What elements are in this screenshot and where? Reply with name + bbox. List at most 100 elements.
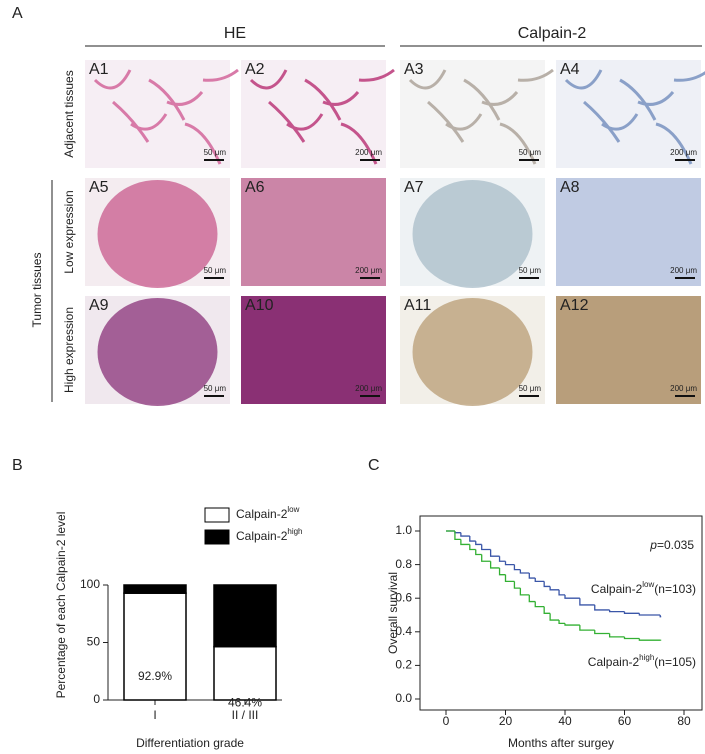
y-tick-label: 50 bbox=[87, 635, 101, 649]
scale-bar-label: 50 μm bbox=[204, 266, 227, 275]
survival-step bbox=[528, 594, 536, 603]
survival-step bbox=[454, 531, 461, 534]
legend-swatch bbox=[204, 529, 230, 545]
group-header: Calpain-2 bbox=[518, 25, 587, 42]
survival-step bbox=[513, 564, 521, 571]
survival-step bbox=[549, 586, 560, 591]
image-label: A2 bbox=[245, 61, 265, 78]
tissue bbox=[286, 113, 324, 131]
y-tick-label: 100 bbox=[80, 577, 100, 591]
tissue bbox=[97, 298, 218, 406]
image-label: A3 bbox=[404, 61, 424, 78]
survival-step bbox=[489, 549, 500, 557]
tissue bbox=[481, 91, 519, 106]
row-label: Adjacent tissues bbox=[62, 70, 76, 157]
series-name-base: Calpain-2 bbox=[236, 529, 288, 543]
scale-bar-label: 50 μm bbox=[204, 384, 227, 393]
image-label: A1 bbox=[89, 61, 109, 78]
survival-step bbox=[638, 613, 661, 616]
tissue bbox=[673, 71, 705, 82]
scale-bar-label: 200 μm bbox=[355, 384, 382, 393]
survival-step bbox=[623, 611, 640, 614]
value-label: 92.9% bbox=[138, 669, 172, 683]
y-tick-label: 0.2 bbox=[395, 658, 412, 672]
tissue bbox=[166, 91, 204, 106]
survival-step bbox=[579, 598, 595, 606]
image-label: A4 bbox=[560, 61, 580, 78]
tissue bbox=[408, 69, 447, 90]
micrograph bbox=[400, 60, 545, 168]
survival-step bbox=[594, 630, 610, 635]
x-tick-label: 80 bbox=[677, 714, 691, 728]
survival-step bbox=[564, 594, 580, 599]
y-axis-label: Overall survival bbox=[386, 572, 400, 654]
tissue bbox=[249, 69, 288, 90]
panel-label: B bbox=[12, 457, 23, 474]
group-header: HE bbox=[224, 25, 246, 42]
series-name-sup: low bbox=[642, 580, 654, 589]
tissue bbox=[241, 178, 386, 286]
bar-segment bbox=[213, 584, 277, 648]
survival-step bbox=[543, 581, 551, 588]
survival-step bbox=[543, 606, 551, 614]
series-name-sup: high bbox=[639, 653, 654, 662]
survival-step bbox=[498, 556, 506, 562]
survival-step bbox=[638, 638, 661, 641]
series-name: Calpain-2low bbox=[236, 505, 300, 521]
tissue bbox=[241, 296, 386, 404]
tissue bbox=[655, 122, 693, 165]
tissue bbox=[583, 100, 621, 143]
bar-segment bbox=[123, 584, 187, 594]
survival-step bbox=[659, 615, 662, 618]
y-tick-label: 0 bbox=[93, 692, 100, 706]
survival-step bbox=[579, 625, 595, 631]
x-axis-label: Differentiation grade bbox=[136, 736, 244, 750]
series-name: Calpain-2high(n=105) bbox=[588, 653, 696, 669]
survival-step bbox=[454, 531, 461, 541]
panel-label: A bbox=[12, 5, 23, 22]
survival-step bbox=[528, 573, 536, 579]
y-axis-label: Percentage of each Calpain-2 level bbox=[54, 512, 68, 699]
survival-step bbox=[504, 574, 515, 583]
x-tick-label: 0 bbox=[443, 714, 450, 728]
tissue bbox=[463, 78, 501, 121]
y-tick-label: 0.4 bbox=[395, 624, 412, 638]
survival-step bbox=[519, 569, 530, 574]
survival-step bbox=[608, 609, 625, 613]
survival-step bbox=[549, 613, 560, 621]
survival-step bbox=[489, 561, 500, 569]
tissue bbox=[304, 78, 342, 121]
survival-step bbox=[469, 536, 476, 542]
x-tick-label: II / III bbox=[232, 708, 259, 722]
bar-segment bbox=[213, 645, 277, 701]
series-name: Calpain-2low(n=103) bbox=[591, 580, 696, 596]
y-tick-label: 0.6 bbox=[395, 590, 412, 604]
image-label: A11 bbox=[404, 297, 431, 314]
image-label: A9 bbox=[89, 297, 109, 314]
scale-bar-label: 50 μm bbox=[519, 148, 542, 157]
series-name-sup: low bbox=[287, 505, 299, 514]
x-tick-label: 60 bbox=[618, 714, 632, 728]
survival-step bbox=[608, 633, 625, 638]
tissue bbox=[340, 122, 378, 165]
row-label: Low expression bbox=[62, 190, 76, 273]
group-label: Tumor tissues bbox=[30, 253, 44, 328]
tissue bbox=[148, 78, 186, 121]
survival-step bbox=[460, 532, 470, 537]
tissue bbox=[268, 100, 306, 143]
tissue bbox=[412, 180, 533, 288]
tissue bbox=[499, 122, 537, 165]
y-tick-label: 1.0 bbox=[395, 523, 412, 537]
survival-step bbox=[460, 539, 470, 546]
scale-bar-label: 200 μm bbox=[355, 148, 382, 157]
scale-bar-label: 200 μm bbox=[355, 266, 382, 275]
tissue bbox=[130, 113, 168, 131]
survival-step bbox=[469, 544, 476, 551]
x-tick-label: 40 bbox=[558, 714, 572, 728]
tissue bbox=[564, 69, 603, 90]
image-label: A7 bbox=[404, 179, 424, 196]
image-label: A12 bbox=[560, 297, 589, 314]
x-tick-label: I bbox=[153, 708, 156, 722]
survival-step bbox=[623, 636, 640, 640]
